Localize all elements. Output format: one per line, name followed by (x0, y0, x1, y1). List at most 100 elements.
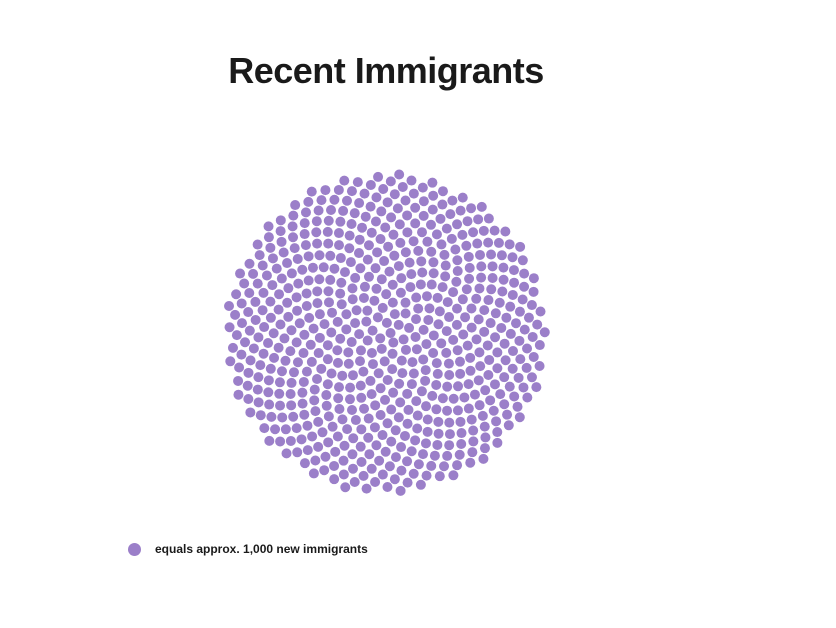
immigrant-dot (312, 286, 323, 297)
immigrant-dot (497, 286, 508, 297)
immigrant-dot (233, 389, 244, 400)
immigrant-dot (418, 324, 429, 335)
immigrant-dot (345, 257, 356, 268)
immigrant-dot (313, 205, 324, 216)
immigrant-dot (252, 239, 263, 250)
immigrant-dot (355, 356, 365, 367)
immigrant-dot (301, 301, 312, 312)
immigrant-dot (394, 219, 405, 230)
immigrant-dot (288, 210, 299, 221)
immigrant-dot (436, 338, 447, 349)
immigrant-dot (379, 256, 390, 267)
immigrant-dot (267, 280, 278, 291)
immigrant-dot (353, 248, 364, 259)
immigrant-dot (499, 372, 510, 383)
immigrant-dot (359, 403, 370, 414)
immigrant-dot (225, 356, 236, 367)
immigrant-dot (258, 287, 269, 298)
immigrant-dot (427, 204, 438, 215)
immigrant-dot (432, 439, 443, 450)
immigrant-dot (454, 449, 465, 460)
immigrant-dot (276, 366, 287, 377)
immigrant-dot (386, 436, 397, 447)
immigrant-dot (452, 219, 463, 230)
immigrant-dot (451, 319, 462, 330)
immigrant-dot (365, 375, 376, 386)
immigrant-dot (311, 227, 322, 238)
immigrant-dot (301, 288, 312, 299)
immigrant-dot (393, 261, 404, 272)
immigrant-dot (335, 216, 346, 227)
immigrant-dot (299, 409, 310, 420)
immigrant-dot (275, 226, 286, 237)
immigrant-dot (230, 309, 241, 320)
immigrant-dot (317, 427, 328, 438)
immigrant-dot (313, 348, 324, 359)
immigrant-dot (486, 249, 497, 260)
immigrant-dot (288, 411, 299, 422)
immigrant-dot (451, 276, 462, 287)
immigrant-dot (356, 457, 367, 467)
immigrant-dot (413, 303, 424, 314)
immigrant-dot (372, 247, 383, 258)
immigrant-dot (300, 207, 311, 218)
immigrant-dot (416, 256, 427, 267)
immigrant-dot (348, 433, 359, 444)
immigrant-dot (321, 390, 332, 401)
immigrant-dot (298, 348, 309, 359)
immigrant-dot (483, 237, 494, 248)
immigrant-dot (286, 400, 297, 411)
immigrant-dot (428, 190, 439, 201)
immigrant-dot (388, 229, 399, 240)
immigrant-dot (381, 317, 392, 328)
immigrant-dot (418, 196, 429, 207)
immigrant-dot (255, 410, 266, 421)
immigrant-dot (421, 339, 432, 350)
immigrant-dot (329, 263, 340, 274)
immigrant-dot (346, 186, 357, 197)
immigrant-dot (404, 257, 415, 268)
immigrant-dot (387, 348, 398, 359)
immigrant-dot (448, 334, 459, 345)
immigrant-dot (420, 438, 431, 449)
immigrant-dot (293, 278, 304, 289)
immigrant-dot (283, 283, 294, 294)
immigrant-dot (455, 368, 466, 379)
immigrant-dot (334, 382, 344, 393)
immigrant-dot (359, 188, 370, 199)
immigrant-dot (297, 264, 308, 275)
immigrant-dot (499, 338, 510, 349)
immigrant-dot (265, 363, 276, 374)
immigrant-dot (469, 389, 480, 400)
immigrant-dot (534, 340, 545, 351)
immigrant-dot (224, 300, 235, 311)
immigrant-dot (382, 197, 393, 208)
immigrant-dot (385, 328, 396, 338)
immigrant-dot (371, 440, 382, 451)
immigrant-dot (514, 412, 525, 423)
immigrant-dot (239, 278, 250, 289)
immigrant-dot (390, 425, 401, 436)
immigrant-dot (382, 374, 393, 385)
immigrant-dot (519, 268, 530, 279)
immigrant-dot (314, 332, 325, 343)
immigrant-dot (487, 261, 498, 272)
immigrant-dot (473, 314, 484, 325)
immigrant-dot (457, 294, 468, 305)
immigrant-dot (424, 303, 435, 314)
immigrant-dot (370, 263, 381, 274)
immigrant-dot (496, 250, 507, 261)
immigrant-dot (515, 241, 526, 252)
immigrant-dot (441, 326, 452, 337)
immigrant-dot (515, 354, 526, 365)
immigrant-dot (485, 318, 496, 329)
immigrant-dot (478, 225, 489, 236)
immigrant-dot (395, 287, 406, 298)
immigrant-dot (255, 360, 266, 371)
immigrant-dot (304, 312, 315, 323)
immigrant-dot (465, 457, 476, 468)
immigrant-dot (526, 300, 537, 311)
immigrant-dot (263, 387, 274, 398)
immigrant-dot (526, 372, 537, 383)
immigrant-dot (389, 474, 400, 485)
